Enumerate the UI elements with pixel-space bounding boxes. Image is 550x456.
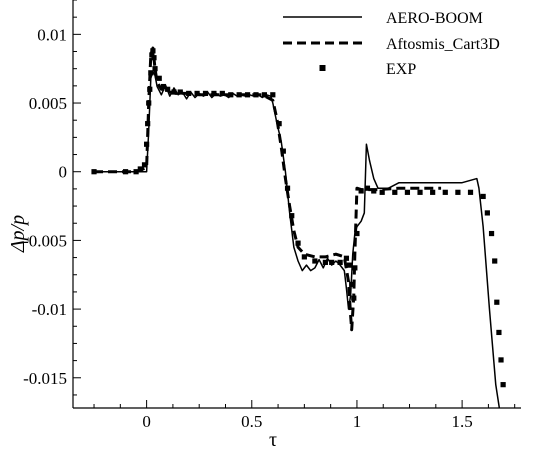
y-tick-label: -0.01: [32, 300, 67, 319]
exp-marker: [492, 258, 498, 264]
exp-marker: [261, 92, 267, 98]
exp-marker: [500, 382, 506, 388]
x-tick-label: 1: [353, 412, 362, 431]
exp-marker: [442, 189, 448, 195]
exp-marker: [496, 329, 502, 336]
exp-marker: [480, 193, 486, 200]
legend-label-exp: EXP: [386, 61, 416, 78]
exp-marker: [160, 83, 167, 90]
exp-marker: [194, 90, 200, 97]
exp-marker: [228, 92, 234, 98]
exp-marker: [236, 92, 242, 98]
exp-marker: [145, 121, 151, 127]
exp-marker: [430, 189, 436, 195]
exp-marker: [322, 259, 328, 265]
exp-marker: [171, 89, 177, 95]
exp-marker: [364, 185, 371, 191]
exp-marker: [137, 166, 143, 172]
exp-marker: [467, 189, 474, 195]
exp-marker: [276, 121, 282, 127]
y-tick-label: -0.005: [23, 231, 67, 250]
exp-marker: [151, 55, 157, 61]
exp-marker: [417, 189, 423, 195]
exp-marker: [349, 281, 355, 287]
exp-marker: [295, 240, 301, 246]
exp-marker: [253, 92, 259, 98]
exp-marker: [177, 89, 183, 95]
exp-marker: [343, 255, 350, 261]
exp-marker: [354, 230, 360, 237]
exp-marker: [358, 188, 364, 194]
exp-marker: [312, 258, 318, 264]
exp-marker: [371, 188, 377, 194]
exp-marker: [133, 169, 139, 175]
x-tick-label: 0: [142, 412, 151, 431]
x-tick-label: 1.5: [451, 412, 472, 431]
exp-marker: [148, 70, 154, 76]
aftosmis-cart3d-line: [94, 46, 442, 332]
exp-marker: [337, 259, 343, 265]
y-tick-label: 0: [59, 163, 68, 182]
legend: AERO-BOOM Aftosmis_Cart3D EXP: [283, 10, 500, 78]
exp-marker: [404, 189, 411, 195]
exp-marker: [186, 90, 192, 97]
y-tick-label: 0.005: [29, 94, 67, 113]
exp-marker: [202, 90, 209, 97]
x-axis-label: τ: [269, 429, 277, 451]
exp-marker: [144, 141, 150, 147]
exp-marker: [122, 169, 129, 175]
legend-swatch-exp: [319, 65, 326, 71]
exp-marker: [152, 66, 158, 72]
exp-marker: [147, 86, 153, 92]
exp-marker: [211, 90, 217, 97]
exp-marker: [219, 90, 225, 97]
exp-marker: [455, 189, 461, 195]
y-tick-label: -0.015: [23, 369, 67, 388]
exp-marker: [165, 86, 171, 92]
y-tick-label: 0.01: [37, 25, 67, 44]
exp-marker: [270, 92, 276, 98]
exp-marker: [329, 259, 335, 265]
exp-marker: [244, 92, 251, 98]
exp-marker: [141, 162, 148, 168]
exp-marker: [346, 262, 353, 268]
series-layer: [91, 46, 506, 408]
exp-marker: [494, 299, 500, 305]
exp-marker: [91, 169, 97, 175]
exp-marker: [284, 185, 291, 191]
x-tick-label: 0.5: [241, 412, 262, 431]
y-axis-label: Δp/p: [7, 215, 29, 253]
exp-marker: [392, 189, 398, 195]
exp-marker: [379, 189, 385, 195]
exp-marker: [156, 75, 162, 81]
exp-marker: [301, 254, 307, 260]
axes-layer: 0 0.5 1 1.5 0.01 0.005 0 -0.005 -0.01 -0.015: [23, 0, 521, 431]
exp-marker: [280, 148, 286, 154]
exp-marker: [351, 295, 357, 301]
exp-marker: [498, 357, 504, 363]
exp-marker: [289, 213, 295, 219]
legend-label-aftosmis-cart3d: Aftosmis_Cart3D: [386, 36, 500, 53]
exp-marker: [484, 210, 490, 216]
legend-label-aero-boom: AERO-BOOM: [386, 10, 483, 27]
exp-marker: [146, 100, 152, 106]
exp-marker: [149, 52, 155, 58]
exp-marker: [488, 230, 495, 237]
exp-marker: [150, 48, 156, 54]
exp-marker: [352, 265, 358, 271]
